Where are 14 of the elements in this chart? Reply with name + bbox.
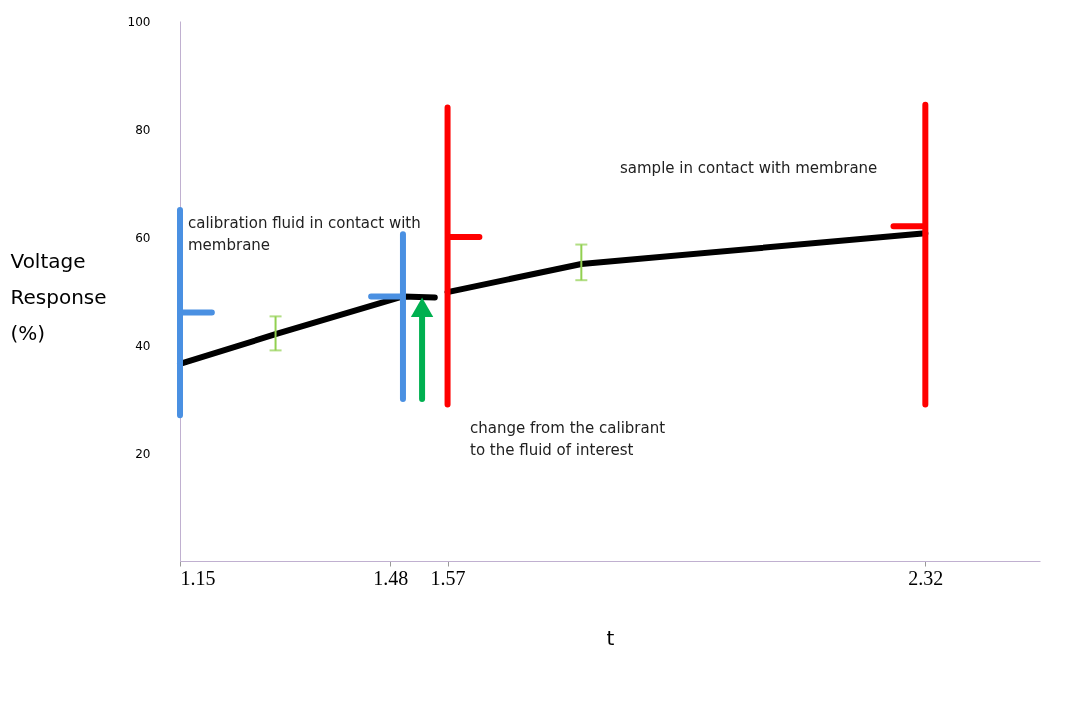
x-tick-label: 2.32 xyxy=(908,566,944,589)
annotation: calibration fluid in contact with membrane xyxy=(188,214,421,254)
y-axis-title: Voltage Response (%) xyxy=(10,248,107,345)
annotation: sample in contact with membrane xyxy=(620,159,878,177)
y-tick-label: 80 xyxy=(135,122,151,137)
x-tick-label: 1.57 xyxy=(430,566,466,589)
y-tick-label: 60 xyxy=(135,230,151,245)
annotation: change from the calibrant to the fluid of interest xyxy=(470,419,666,459)
x-axis-title: t xyxy=(606,625,615,650)
y-tick-label: 100 xyxy=(127,14,151,29)
y-tick-label: 20 xyxy=(135,446,151,461)
x-tick-label: 1.15 xyxy=(180,566,216,589)
x-tick-label: 1.48 xyxy=(373,566,409,589)
y-tick-label: 40 xyxy=(135,338,151,353)
